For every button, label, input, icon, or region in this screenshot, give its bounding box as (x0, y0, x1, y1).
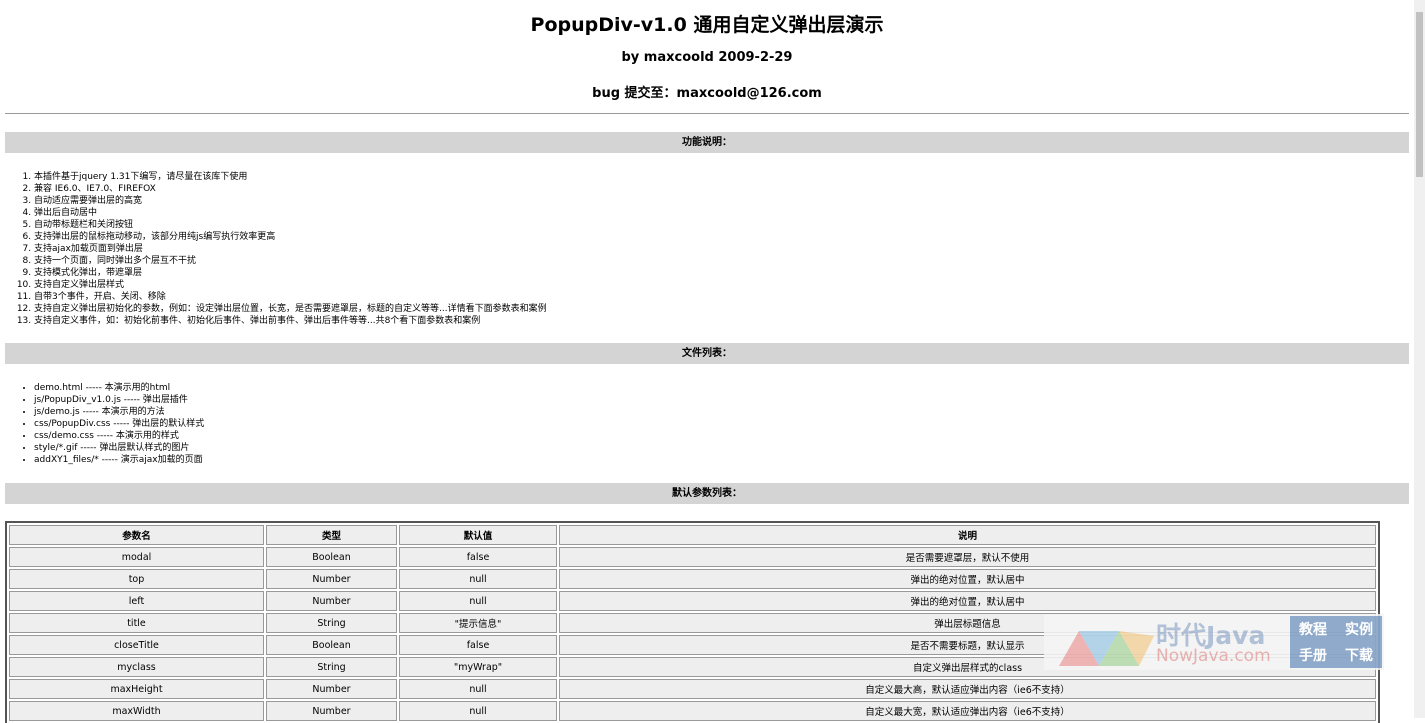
table-cell: null (399, 591, 557, 611)
table-cell: null (399, 679, 557, 699)
section-heading: 默认参数列表： (5, 483, 1409, 504)
feature-item: 支持自定义事件，如：初始化前事件、初始化后事件、弹出前事件、弹出后事件等等...… (34, 315, 547, 327)
watermark-link[interactable]: 实例 (1345, 622, 1373, 638)
feature-item: 支持模式化弹出，带遮罩层 (34, 267, 547, 279)
column-header: 类型 (266, 525, 397, 545)
table-cell: String (266, 613, 397, 633)
table-cell: "myWrap" (399, 657, 557, 677)
table-cell: 是否需要遮罩层，默认不使用 (559, 547, 1376, 567)
table-cell: String (266, 657, 397, 677)
column-header: 默认值 (399, 525, 557, 545)
feature-item: 弹出后自动居中 (34, 207, 547, 219)
feature-item: 自动适应需要弹出层的高宽 (34, 195, 547, 207)
feature-list: 本插件基于jquery 1.31下编写，请尽量在该库下使用兼容 IE6.0、IE… (0, 171, 547, 327)
watermark-link[interactable]: 教程 (1299, 622, 1327, 638)
byline: by maxcoold 2009-2-29 (621, 50, 793, 65)
file-item: style/*.gif ----- 弹出层默认样式的图片 (34, 442, 204, 454)
table-cell: 自定义最大高，默认适应弹出内容（ie6不支持） (559, 679, 1376, 699)
file-item: css/PopupDiv.css ----- 弹出层的默认样式 (34, 418, 204, 430)
table-cell: Number (266, 679, 397, 699)
table-cell: 弹出的绝对位置，默认居中 (559, 569, 1376, 589)
divider (5, 113, 1409, 114)
table-cell: Boolean (266, 635, 397, 655)
feature-item: 支持自定义弹出层样式 (34, 279, 547, 291)
watermark-link[interactable]: 下载 (1345, 648, 1373, 664)
table-cell: false (399, 635, 557, 655)
table-cell: 自定义最大宽，默认适应弹出内容（ie6不支持） (559, 701, 1376, 721)
table-cell: modal (9, 547, 264, 567)
file-list: demo.html ----- 本演示用的htmljs/PopupDiv_v1.… (0, 382, 204, 466)
feature-item: 支持一个页面，同时弹出多个层互不干扰 (34, 255, 547, 267)
table-cell: Boolean (266, 547, 397, 567)
feature-item: 支持自定义弹出层初始化的参数，例如：设定弹出层位置，长宽，是否需要遮罩层，标题的… (34, 303, 547, 315)
table-cell: "提示信息" (399, 613, 557, 633)
column-header: 说明 (559, 525, 1376, 545)
table-cell: maxHeight (9, 679, 264, 699)
table-cell: 弹出的绝对位置，默认居中 (559, 591, 1376, 611)
param-table: 参数名 类型 默认值 说明 modal Boolean false 是否需要遮罩层，默认不使用… (5, 521, 1380, 723)
file-item: js/demo.js ----- 本演示用的方法 (34, 406, 204, 418)
file-item: js/PopupDiv_v1.0.js ----- 弹出层插件 (34, 394, 204, 406)
bug-contact: bug 提交至：maxcoold@126.com (592, 86, 822, 101)
feature-item: 自带3个事件，开启、关闭、移除 (34, 291, 547, 303)
feature-item: 支持弹出层的鼠标拖动移动，该部分用纯js编写执行效率更高 (34, 231, 547, 243)
scrollbar (1414, 0, 1425, 718)
table-cell: Number (266, 591, 397, 611)
table-cell: false (399, 547, 557, 567)
link-box: 教程 实例手册 下载 (1290, 616, 1382, 668)
file-item: css/demo.css ----- 本演示用的样式 (34, 430, 204, 442)
table-row: maxHeight Number null 自定义最大高，默认适应弹出内容（ie6不支… (9, 679, 1376, 699)
column-header: 参数名 (9, 525, 264, 545)
feature-item: 本插件基于jquery 1.31下编写，请尽量在该库下使用 (34, 171, 547, 183)
file-item: demo.html ----- 本演示用的html (34, 382, 204, 394)
table-row: left Number null 弹出的绝对位置，默认居中 (9, 591, 1376, 611)
site: NowJava.com (1156, 646, 1271, 666)
table-row: top Number null 弹出的绝对位置，默认居中 (9, 569, 1376, 589)
brand: 时代Java (1156, 621, 1266, 650)
feature-item: 支持ajax加载页面到弹出层 (34, 243, 547, 255)
table-row: modal Boolean false 是否需要遮罩层，默认不使用 (9, 547, 1376, 567)
table-cell: left (9, 591, 264, 611)
feature-item: 自动带标题栏和关闭按钮 (34, 219, 547, 231)
feature-item: 兼容 IE6.0、IE7.0、FIREFOX (34, 183, 547, 195)
section-heading: 功能说明： (5, 132, 1409, 153)
section-heading: 文件列表： (5, 343, 1409, 364)
table-cell: myclass (9, 657, 264, 677)
table-cell: closeTitle (9, 635, 264, 655)
scroll-thumb[interactable] (1416, 12, 1423, 177)
logo (1059, 631, 1154, 666)
file-item: addXY1_files/* ----- 演示ajax加载的页面 (34, 454, 204, 466)
table-cell: maxWidth (9, 701, 264, 721)
watermark: 时代Java NowJava.com 教程 实例手册 下载 (1044, 614, 1384, 670)
table-cell: top (9, 569, 264, 589)
watermark-link[interactable]: 手册 (1299, 648, 1327, 664)
table-cell: null (399, 569, 557, 589)
table-cell: null (399, 701, 557, 721)
title: PopupDiv-v1.0 通用自定义弹出层演示 (530, 14, 884, 36)
table-cell: Number (266, 569, 397, 589)
table-cell: Number (266, 701, 397, 721)
table-cell: title (9, 613, 264, 633)
table-row: maxWidth Number null 自定义最大宽，默认适应弹出内容（ie6不支持… (9, 701, 1376, 721)
